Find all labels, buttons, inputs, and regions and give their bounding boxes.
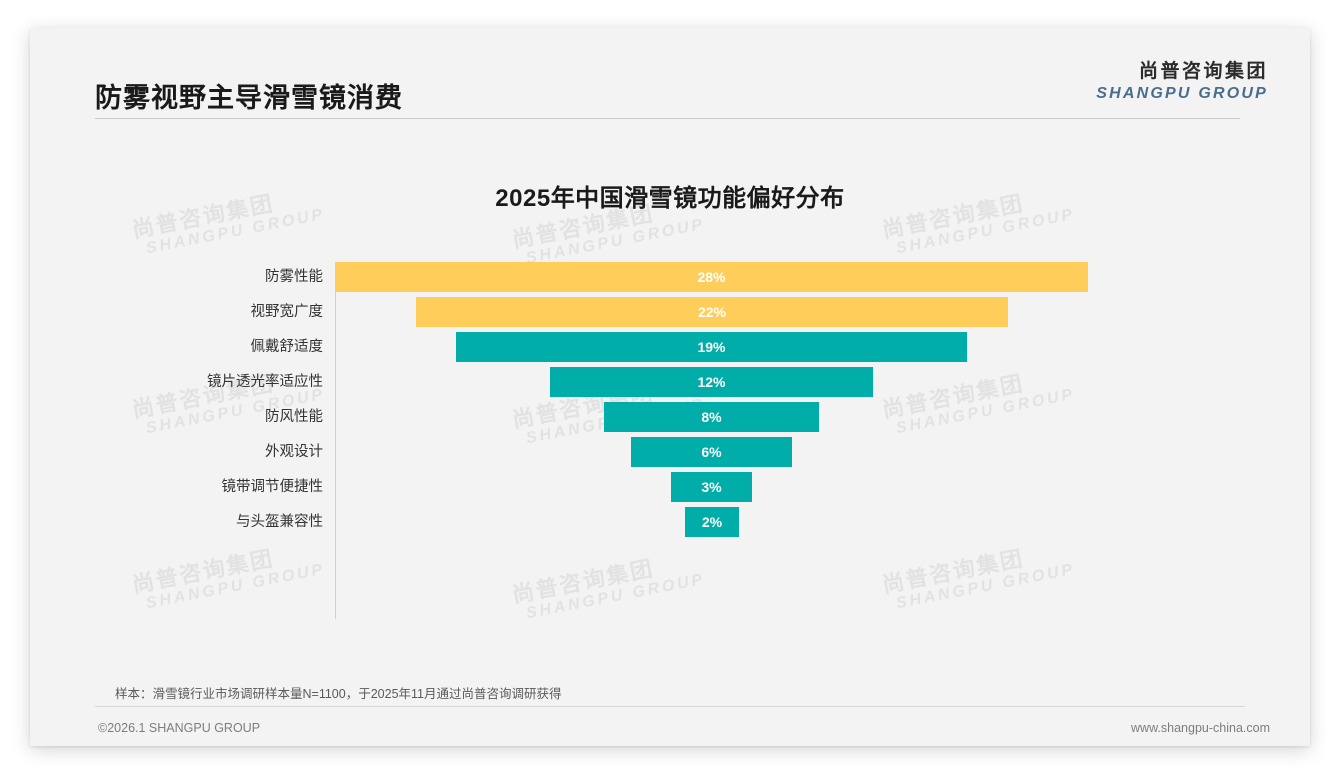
bar-rows: 防雾性能 28% 视野宽广度 22% 佩戴舒适度 19% 镜片透光率适应性 12% 防风性能 8%… [140, 262, 1200, 542]
funnel-bar[interactable]: 12% [550, 367, 873, 397]
category-label: 防风性能 [265, 409, 323, 425]
copyright-text: ©2026.1 SHANGPU GROUP [98, 721, 261, 735]
category-label: 镜带调节便捷性 [221, 479, 324, 495]
funnel-bar[interactable]: 22% [416, 297, 1008, 327]
bar-row: 镜带调节便捷性 3% [140, 472, 1200, 507]
category-label: 防雾性能 [265, 269, 323, 285]
funnel-bar[interactable]: 3% [671, 472, 752, 502]
chart-title: 2025年中国滑雪镜功能偏好分布 [495, 185, 845, 212]
bar-row: 视野宽广度 22% [140, 297, 1200, 332]
funnel-bar[interactable]: 19% [456, 332, 967, 362]
funnel-bar[interactable]: 28% [335, 262, 1088, 292]
brand-logo-en: SHANGPU GROUP [1096, 84, 1268, 102]
bar-row: 防雾性能 28% [140, 262, 1200, 297]
funnel-bar[interactable]: 6% [631, 437, 792, 467]
category-label: 外观设计 [265, 444, 323, 460]
source-note: 样本：滑雪镜行业市场调研样本量N=1100，于2025年11月通过尚普咨询调研获… [115, 687, 562, 701]
category-label: 镜片透光率适应性 [207, 374, 323, 390]
slide-canvas: 尚普咨询集团 SHANGPU GROUP 尚普咨询集团 SHANGPU GROU… [30, 28, 1310, 746]
chart-container: 2025年中国滑雪镜功能偏好分布 防雾性能 28% 视野宽广度 22% 佩戴舒适度 19%… [30, 120, 1310, 660]
category-axis-line [335, 262, 336, 619]
page-title: 防雾视野主导滑雪镜消费 [95, 83, 403, 113]
footer-divider [95, 706, 1245, 707]
bar-row: 镜片透光率适应性 12% [140, 367, 1200, 402]
brand-logo: 尚普咨询集团 SHANGPU GROUP [1096, 60, 1268, 103]
bar-row: 与头盔兼容性 2% [140, 507, 1200, 542]
brand-logo-cn: 尚普咨询集团 [1138, 61, 1268, 82]
slide-header: 防雾视野主导滑雪镜消费 尚普咨询集团 SHANGPU GROUP [30, 28, 1310, 120]
header-divider [95, 118, 1240, 119]
funnel-plot: 防雾性能 28% 视野宽广度 22% 佩戴舒适度 19% 镜片透光率适应性 12% 防风性能 8%… [140, 262, 1200, 632]
slide-footer: ©2026.1 SHANGPU GROUP www.shangpu-china.… [30, 712, 1310, 746]
funnel-bar[interactable]: 2% [685, 507, 739, 537]
category-label: 佩戴舒适度 [250, 339, 324, 355]
category-label: 与头盔兼容性 [236, 514, 323, 530]
bar-row: 外观设计 6% [140, 437, 1200, 472]
category-label: 视野宽广度 [250, 304, 324, 320]
website-link[interactable]: www.shangpu-china.com [1131, 721, 1270, 735]
bar-row: 防风性能 8% [140, 402, 1200, 437]
funnel-bar[interactable]: 8% [604, 402, 819, 432]
bar-row: 佩戴舒适度 19% [140, 332, 1200, 367]
